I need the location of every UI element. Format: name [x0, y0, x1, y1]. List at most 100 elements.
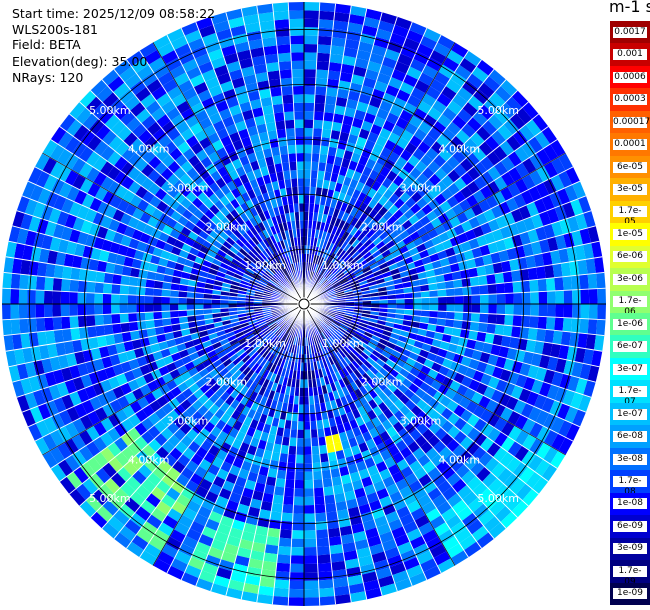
beta-gate-cell — [258, 11, 275, 23]
beta-gate-cell — [199, 383, 211, 394]
beta-gate-cell — [459, 534, 477, 551]
beta-gate-cell — [260, 96, 273, 108]
beta-gate-cell — [364, 527, 380, 539]
beta-gate-cell — [367, 464, 380, 477]
beta-gate-cell — [342, 319, 351, 325]
ray-gap — [303, 303, 368, 600]
beta-gate-cell — [304, 136, 313, 145]
beta-gate-cell — [327, 326, 336, 334]
beta-gate-cell — [257, 158, 268, 169]
beta-gate-cell — [504, 314, 514, 326]
beta-gate-cell — [371, 44, 387, 57]
beta-gate-cell — [369, 353, 379, 363]
beta-gate-cell — [285, 315, 293, 322]
beta-gate-cell — [254, 343, 263, 352]
beta-gate-cell — [451, 327, 462, 338]
beta-gate-cell — [119, 294, 129, 304]
beta-gate-cell — [436, 281, 446, 290]
beta-gate-cell — [459, 57, 477, 74]
beta-gate-cell — [160, 348, 171, 359]
beta-gate-cell — [279, 69, 293, 79]
beta-gate-cell — [44, 221, 57, 237]
beta-gate-cell — [318, 19, 334, 29]
range-ring-label: 2.00km — [361, 376, 403, 389]
beta-gate-cell — [520, 402, 534, 419]
beta-gate-cell — [487, 313, 497, 325]
beta-gate-cell — [422, 529, 439, 544]
beta-gate-cell — [366, 60, 382, 73]
beta-gate-cell — [256, 3, 274, 15]
beta-gate-cell — [211, 294, 221, 300]
beta-gate-cell — [18, 289, 28, 304]
beta-gate-cell — [344, 38, 360, 50]
beta-gate-cell — [197, 416, 209, 428]
beta-gate-cell — [178, 543, 195, 557]
beta-gate-cell — [315, 286, 323, 293]
beta-gate-cell — [224, 143, 236, 155]
beta-gate-cell — [235, 402, 246, 413]
beta-gate-cell — [87, 182, 101, 198]
beta-gate-cell — [431, 99, 447, 114]
ray-gap — [303, 303, 442, 574]
beta-gate-cell — [466, 476, 482, 492]
ray-gap — [2, 303, 305, 321]
beta-gate-cell — [184, 220, 196, 231]
beta-gate-cell — [435, 324, 445, 334]
beta-gate-cell — [472, 446, 487, 462]
beta-gate-cell — [304, 211, 309, 221]
beta-gate-cell — [498, 249, 510, 263]
beta-gate-cell — [354, 219, 364, 230]
beta-gate-cell — [107, 75, 125, 93]
beta-gate-cell — [44, 371, 57, 387]
ray-gap — [90, 90, 305, 305]
beta-gate-cell — [459, 158, 474, 173]
beta-gate-cell — [329, 53, 344, 64]
beta-gate-cell — [119, 66, 137, 83]
ray-gap — [303, 2, 321, 305]
beta-gate-cell — [145, 319, 155, 329]
beta-gate-cell — [391, 69, 407, 82]
beta-gate-cell — [388, 76, 403, 90]
beta-gate-cell — [136, 64, 154, 81]
beta-gate-cell — [507, 182, 521, 198]
beta-gate-cell — [242, 232, 252, 242]
beta-gate-cell — [101, 239, 113, 252]
beta-gate-cell — [232, 457, 244, 469]
beta-gate-cell — [313, 479, 324, 489]
beta-gate-cell — [327, 224, 335, 234]
beta-gate-cell — [193, 388, 205, 400]
beta-gate-cell — [500, 171, 515, 187]
beta-gate-cell — [458, 396, 472, 410]
beta-gate-cell — [57, 238, 70, 254]
beta-gate-cell — [158, 459, 173, 474]
beta-gate-cell — [422, 480, 438, 494]
beta-gate-cell — [462, 101, 479, 117]
beta-gate-cell — [240, 340, 250, 349]
beta-gate-cell — [348, 160, 359, 171]
beta-gate-cell — [326, 443, 336, 454]
beta-gate-cell — [149, 141, 164, 156]
beta-gate-cell — [558, 248, 570, 264]
beta-gate-cell — [219, 206, 231, 217]
beta-gate-cell — [452, 353, 464, 365]
beta-gate-cell — [101, 69, 120, 86]
ray-gap — [303, 126, 549, 305]
beta-gate-cell — [405, 372, 417, 383]
beta-gate-cell — [49, 161, 65, 179]
beta-gate-cell — [141, 163, 155, 178]
beta-gate-cell — [254, 204, 264, 215]
beta-gate-cell — [256, 254, 265, 263]
beta-gate-cell — [480, 170, 494, 186]
beta-gate-cell — [365, 345, 375, 354]
beta-gate-cell — [582, 348, 594, 366]
beta-gate-cell — [273, 314, 282, 320]
beta-gate-cell — [325, 271, 333, 280]
beta-gate-cell — [299, 220, 304, 229]
beta-gate-cell — [304, 119, 314, 129]
beta-gate-cell — [449, 458, 465, 473]
beta-gate-cell — [289, 572, 304, 581]
beta-gate-cell — [304, 572, 319, 581]
beta-gate-cell — [324, 435, 334, 445]
beta-gate-cell — [555, 358, 567, 374]
beta-gate-cell — [241, 487, 255, 499]
